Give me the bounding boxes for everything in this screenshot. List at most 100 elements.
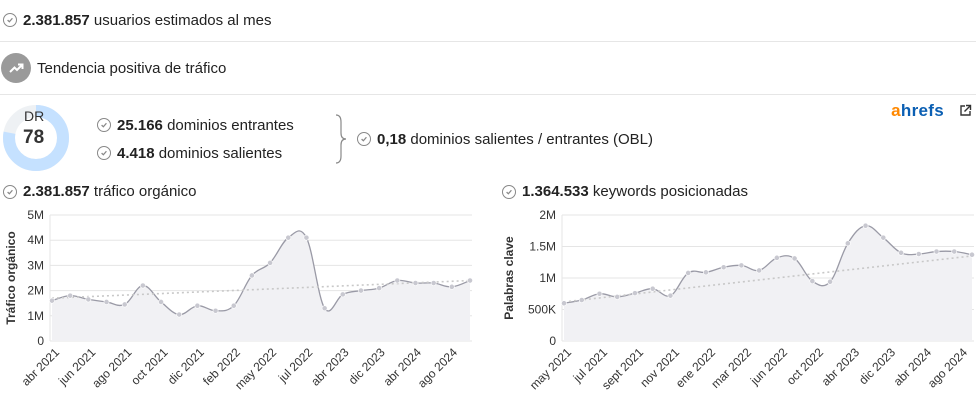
data-point xyxy=(667,292,674,299)
check-circle-icon xyxy=(357,132,371,146)
check-circle-icon xyxy=(3,184,17,199)
outgoing-value: 4.418 xyxy=(117,144,155,162)
x-tick-label: mar 2022 xyxy=(708,345,754,391)
trend-row: Tendencia positiva de tráfico xyxy=(0,53,976,83)
users-value: 2.381.857 xyxy=(23,11,90,29)
check-circle-icon xyxy=(3,13,17,27)
domain-rating-gauge: DR 78 xyxy=(2,104,70,172)
x-tick-label: jun 2022 xyxy=(747,345,790,388)
data-point xyxy=(85,296,92,303)
x-tick-label: abr 2023 xyxy=(308,345,352,389)
outgoing-label: dominios salientes xyxy=(158,144,283,162)
y-tick-label: 2M xyxy=(27,284,44,298)
gauge-fill xyxy=(3,105,69,171)
divider xyxy=(0,94,976,95)
users-row: 2.381.857 usuarios estimados al mes xyxy=(0,8,976,32)
y-tick-label: 2M xyxy=(539,208,556,222)
y-tick-label: 500K xyxy=(528,303,556,317)
data-point xyxy=(67,292,74,299)
check-circle-icon xyxy=(97,146,111,160)
dr-value: 78 xyxy=(23,127,45,148)
data-point xyxy=(738,262,745,269)
data-point xyxy=(632,290,638,297)
data-point xyxy=(756,267,763,274)
x-tick-label: abr 2021 xyxy=(19,345,63,389)
y-tick-label: 1.5M xyxy=(529,240,556,254)
data-point xyxy=(880,234,887,241)
data-point xyxy=(467,277,473,284)
traffic-value: 2.381.857 xyxy=(23,183,90,200)
data-point xyxy=(951,248,958,255)
check-circle-icon xyxy=(97,118,111,132)
x-tick-label: ago 2024 xyxy=(415,345,461,391)
check-circle-icon xyxy=(502,184,516,199)
data-point xyxy=(969,251,975,258)
data-point xyxy=(773,254,780,261)
y-tick-label: 1M xyxy=(539,271,556,285)
data-point xyxy=(139,282,146,289)
outgoing-domains: 4.418 dominios salientes xyxy=(97,142,337,164)
data-point xyxy=(358,287,364,294)
data-point xyxy=(898,249,904,256)
y-tick-label: 0 xyxy=(549,334,556,348)
data-point xyxy=(430,280,437,286)
data-point xyxy=(49,297,55,304)
data-point xyxy=(267,259,273,266)
series-area xyxy=(52,230,470,341)
y-tick-label: 3M xyxy=(27,258,44,272)
traffic-chart-title: 2.381.857 tráfico orgánico xyxy=(3,183,196,200)
data-point xyxy=(412,280,419,286)
incoming-domains: 25.166 dominios entrantes xyxy=(97,114,337,136)
x-tick-label: ago 2024 xyxy=(925,345,971,391)
y-tick-label: 1M xyxy=(27,309,44,323)
x-tick-label: may 2021 xyxy=(527,345,574,392)
traffic-label: tráfico orgánico xyxy=(93,183,197,200)
data-point xyxy=(596,290,603,297)
data-point xyxy=(121,301,128,308)
data-point xyxy=(862,222,869,229)
external-link-icon[interactable] xyxy=(959,104,972,117)
x-tick-label: oct 2021 xyxy=(128,345,171,388)
trend-line xyxy=(563,255,973,303)
y-tick-label: 5M xyxy=(27,208,44,222)
data-point xyxy=(230,302,237,309)
x-tick-label: ago 2021 xyxy=(89,345,135,391)
data-point xyxy=(614,294,621,300)
data-point xyxy=(376,285,383,291)
data-point xyxy=(303,234,310,241)
ahrefs-logo[interactable]: ahrefs xyxy=(891,101,944,120)
data-point xyxy=(103,299,110,305)
incoming-value: 25.166 xyxy=(117,116,163,134)
y-tick-label: 0 xyxy=(37,334,44,348)
data-point xyxy=(212,307,219,314)
keywords-chart-title: 1.364.533 keywords posicionadas xyxy=(502,183,748,200)
data-point xyxy=(176,311,183,318)
x-tick-label: dic 2021 xyxy=(165,345,207,387)
trending-up-icon xyxy=(1,53,31,83)
data-point xyxy=(827,278,833,285)
series-area xyxy=(564,225,972,341)
data-point xyxy=(394,277,401,284)
data-point xyxy=(685,270,692,276)
y-axis-label: Tráfico orgánico xyxy=(4,231,18,324)
data-point xyxy=(249,272,255,279)
trend-label: Tendencia positiva de tráfico xyxy=(37,59,227,77)
data-point xyxy=(933,248,940,255)
incoming-label: dominios entrantes xyxy=(167,116,294,134)
data-point xyxy=(561,300,567,307)
obl-value: 0,18 xyxy=(377,130,407,148)
x-tick-label: abr 2023 xyxy=(819,345,863,389)
data-point xyxy=(915,251,922,257)
y-tick-label: 4M xyxy=(27,233,44,247)
data-point xyxy=(448,283,455,290)
keywords-value: 1.364.533 xyxy=(522,183,589,200)
data-point xyxy=(844,240,851,247)
divider xyxy=(0,41,976,42)
data-point xyxy=(339,291,346,298)
dr-label: DR xyxy=(24,108,45,124)
data-point xyxy=(158,299,164,305)
data-point xyxy=(649,285,656,292)
users-label: usuarios estimados al mes xyxy=(93,11,272,29)
